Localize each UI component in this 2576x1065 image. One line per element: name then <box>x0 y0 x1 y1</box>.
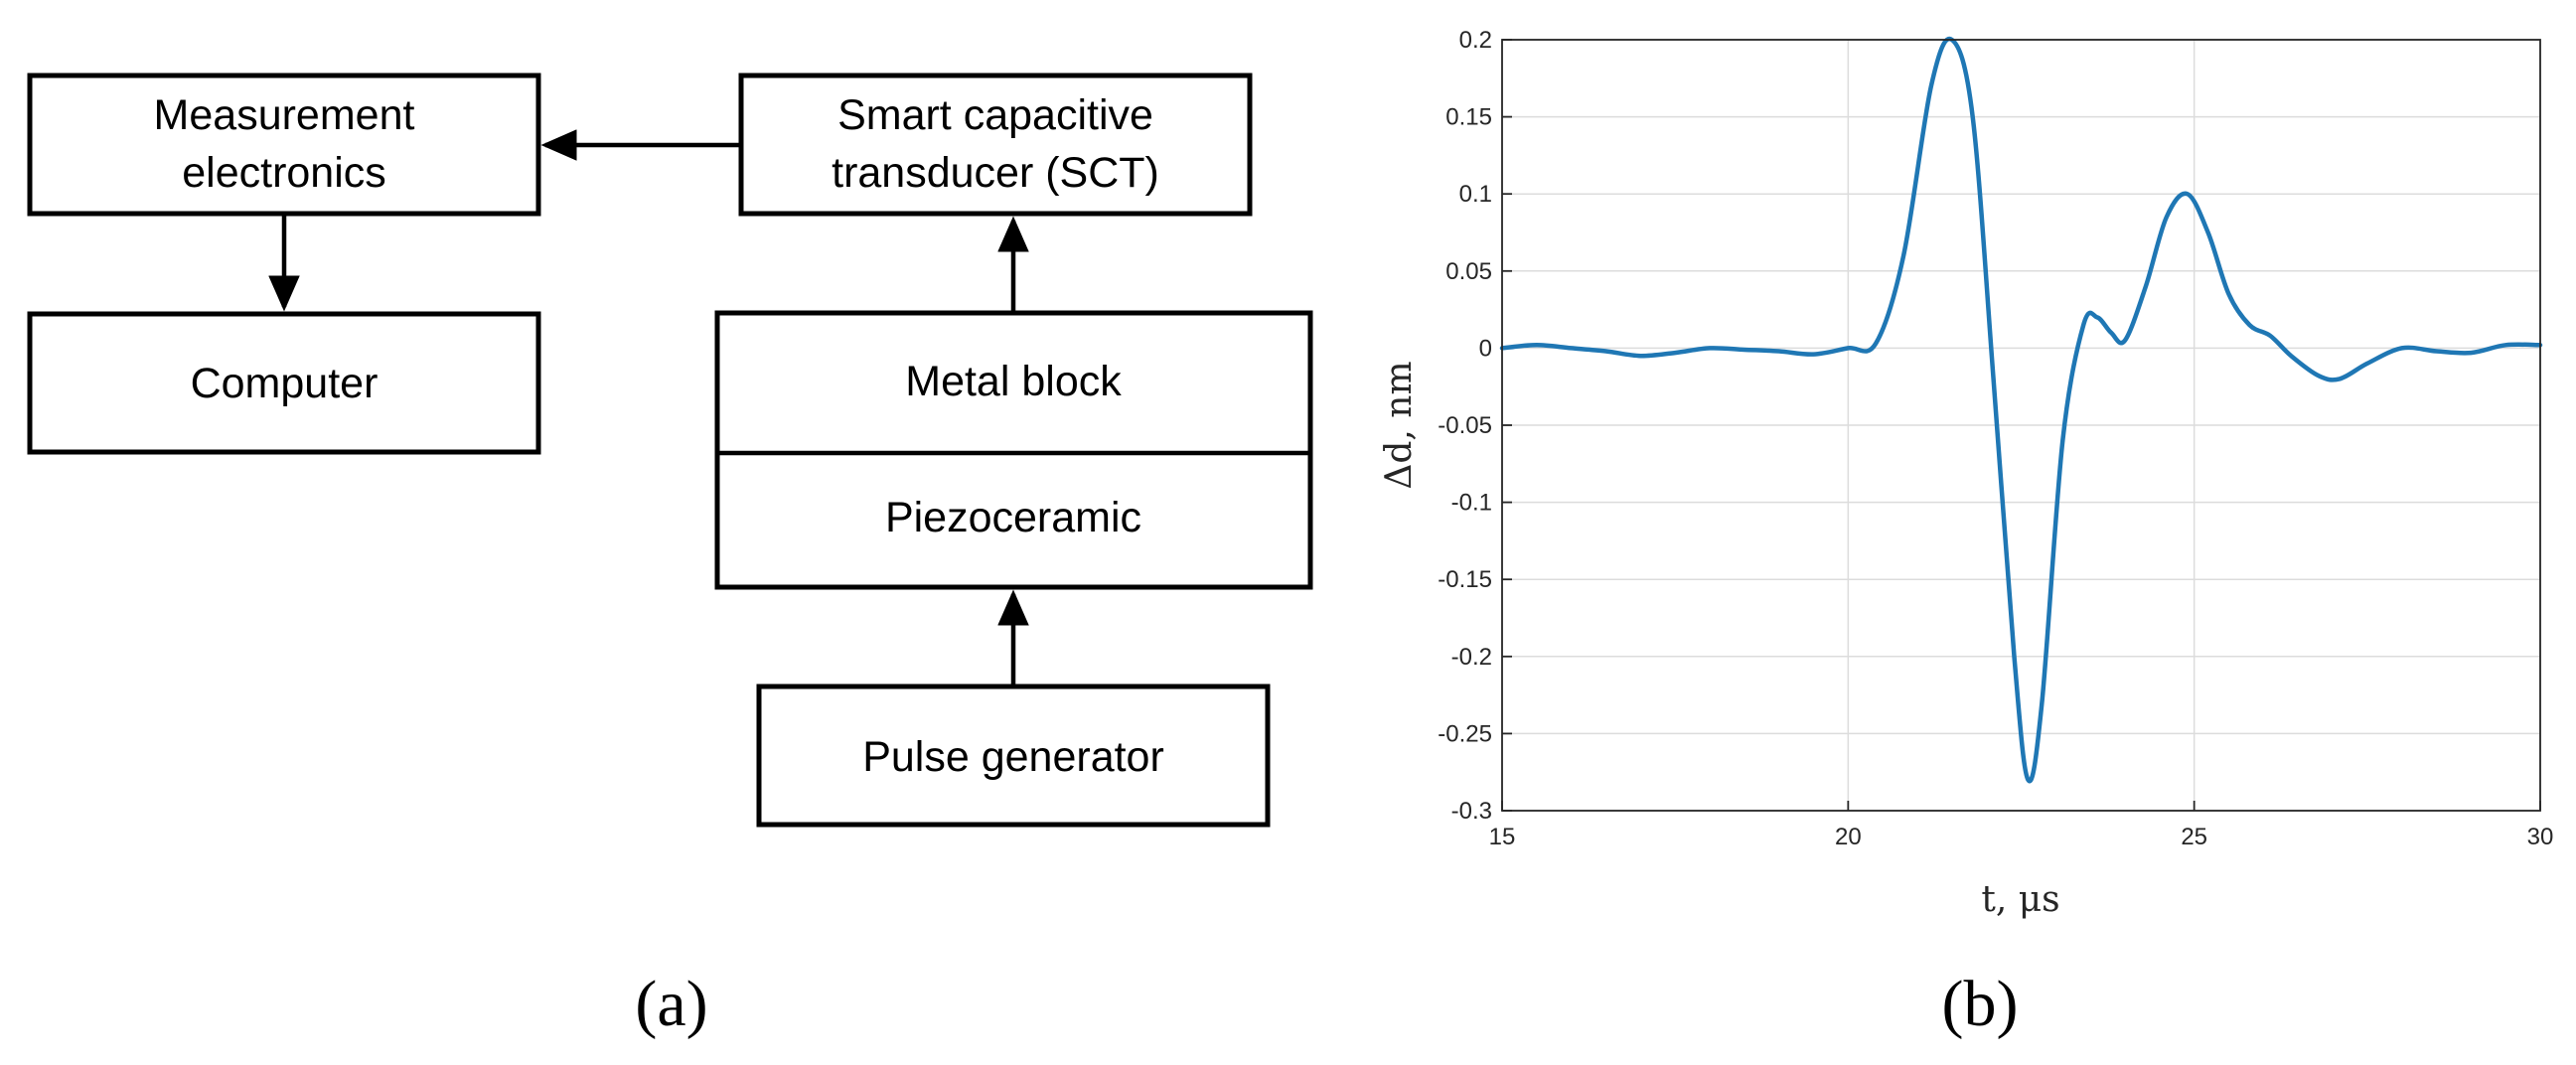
sct-label-line1: Smart capacitive <box>837 91 1153 139</box>
panel-label-a: (a) <box>635 968 707 1040</box>
measurement-electronics-label-line1: Measurement <box>154 91 415 139</box>
pulse-generator-label: Pulse generator <box>862 733 1164 781</box>
sct-label-line2: transducer (SCT) <box>832 149 1159 197</box>
panel-label-b: (b) <box>1942 968 2019 1040</box>
y-tick-label: 0 <box>1479 335 1492 362</box>
y-tick-label: 0.15 <box>1445 104 1492 131</box>
metal-block-label: Metal block <box>905 358 1122 405</box>
x-tick-label: 30 <box>2527 824 2554 850</box>
piezoceramic-label: Piezoceramic <box>885 494 1141 541</box>
metal-piezo-stack: Metal block Piezoceramic <box>714 310 1313 590</box>
y-tick-label: 0.05 <box>1445 258 1492 285</box>
y-tick-label: -0.25 <box>1438 720 1492 747</box>
y-tick-label: -0.3 <box>1451 798 1492 825</box>
x-tick-label: 20 <box>1835 824 1862 850</box>
y-axis-title: Δd, nm <box>1379 361 1420 489</box>
y-tick-label: -0.05 <box>1438 412 1492 439</box>
x-axis-title: t, μs <box>1981 879 2059 920</box>
y-tick-label: -0.1 <box>1451 490 1492 517</box>
x-tick-label: 25 <box>2181 824 2207 850</box>
waveform-chart: 15 20 25 30 0.2 0.15 0.1 0.05 0 -0.05 -0.1 -0.15 -0.… <box>1379 27 2553 1040</box>
y-tick-label: 0.1 <box>1459 181 1492 208</box>
measurement-electronics-label-line2: electronics <box>182 149 386 197</box>
computer-label: Computer <box>191 360 379 407</box>
y-tick-label: -0.2 <box>1451 644 1492 671</box>
y-tick-label: 0.2 <box>1459 27 1492 54</box>
axis-ticks: 15 20 25 30 0.2 0.15 0.1 0.05 0 -0.05 -0.1 -0.15 -0.… <box>1438 27 2553 850</box>
plot-frame <box>1501 39 2541 812</box>
block-diagram: Measurement electronics Smart capacitive… <box>27 73 1313 1040</box>
y-tick-label: -0.15 <box>1438 566 1492 593</box>
sct-block: Smart capacitive transducer (SCT) <box>738 73 1253 217</box>
measurement-electronics-block: Measurement electronics <box>27 73 541 217</box>
x-tick-label: 15 <box>1489 824 1516 850</box>
computer-block: Computer <box>27 311 541 455</box>
pulse-generator-block: Pulse generator <box>756 684 1271 828</box>
series-line <box>1499 36 2543 784</box>
